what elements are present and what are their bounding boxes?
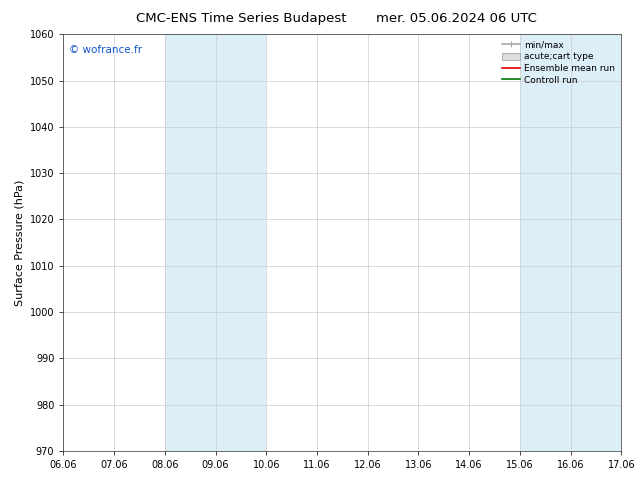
Y-axis label: Surface Pressure (hPa): Surface Pressure (hPa) <box>14 179 24 306</box>
Text: CMC-ENS Time Series Budapest: CMC-ENS Time Series Budapest <box>136 12 346 25</box>
Text: mer. 05.06.2024 06 UTC: mer. 05.06.2024 06 UTC <box>376 12 537 25</box>
Text: © wofrance.fr: © wofrance.fr <box>69 45 142 55</box>
Bar <box>520 34 621 451</box>
Legend: min/max, acute;cart type, Ensemble mean run, Controll run: min/max, acute;cart type, Ensemble mean … <box>499 37 619 88</box>
Bar <box>165 34 266 451</box>
